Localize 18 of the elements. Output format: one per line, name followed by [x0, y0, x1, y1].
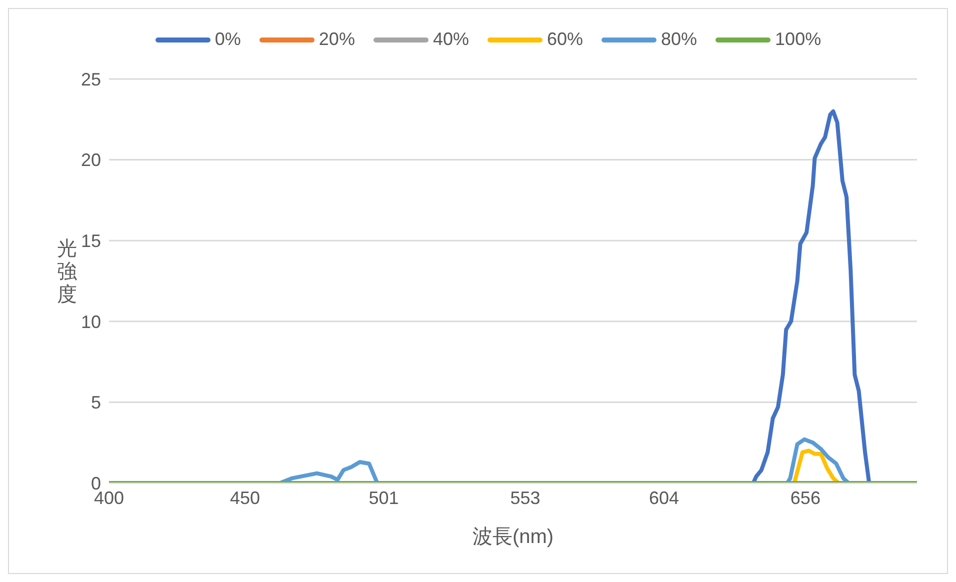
legend-label: 60%	[546, 29, 584, 50]
x-axis-title: 波長(nm)	[472, 526, 554, 548]
x-tick-label: 450	[230, 488, 260, 508]
legend-label: 20%	[318, 29, 355, 50]
legend-label: 40%	[432, 29, 469, 50]
y-tick-label: 10	[80, 312, 101, 332]
y-axis-title: 光強度	[57, 238, 77, 306]
y-tick-label: 20	[80, 150, 101, 170]
legend-label: 0%	[214, 29, 241, 50]
y-tick-label: 15	[80, 230, 101, 251]
x-tick-label: 656	[790, 488, 820, 508]
legend-label: 80%	[660, 29, 698, 50]
y-tick-label: 5	[90, 392, 101, 413]
x-tick-label: 604	[648, 488, 680, 508]
x-tick-label: 553	[510, 488, 540, 508]
x-tick-label: 501	[368, 488, 399, 508]
y-tick-label: 25	[80, 69, 101, 90]
legend-label: 100%	[774, 29, 822, 50]
